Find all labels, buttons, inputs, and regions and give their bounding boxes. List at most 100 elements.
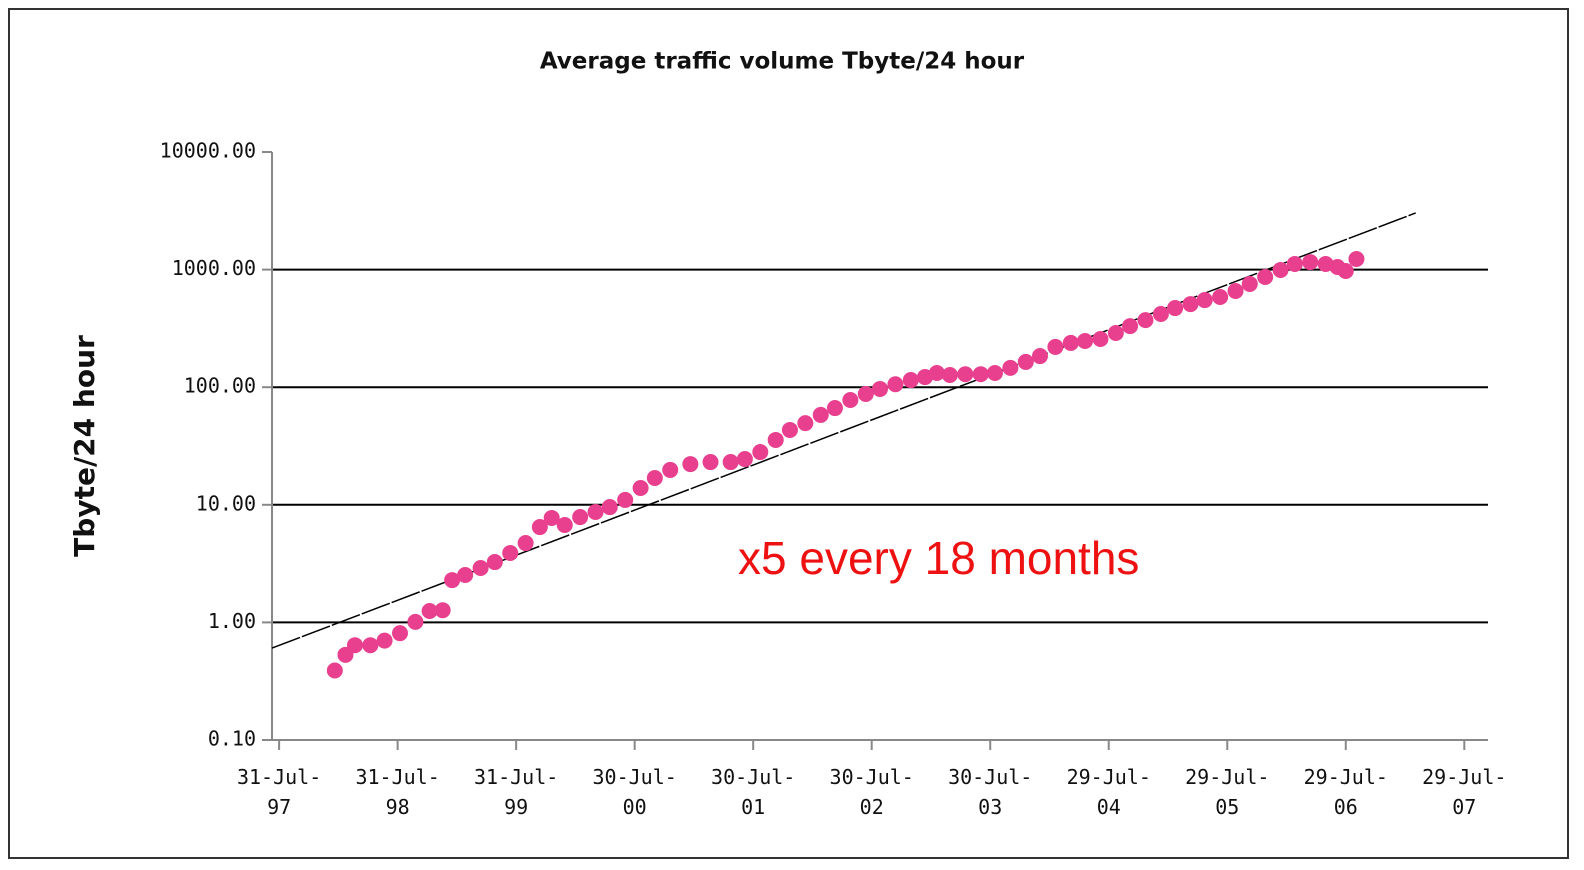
data-point xyxy=(1002,359,1019,376)
data-point xyxy=(646,470,663,487)
data-point xyxy=(986,365,1003,382)
x-tick-label: 29-Jul- 07 xyxy=(1422,765,1506,819)
x-tick-label: 30-Jul- 02 xyxy=(830,765,914,819)
data-point xyxy=(928,365,945,382)
y-tick-label: 1000.00 xyxy=(172,256,256,280)
x-tick-label-line: 29-Jul- xyxy=(1067,765,1151,789)
y-tick-label: 10.00 xyxy=(196,491,256,515)
x-tick-label: 30-Jul- 00 xyxy=(593,765,677,819)
data-point xyxy=(1241,275,1258,292)
data-point xyxy=(722,454,739,471)
data-point xyxy=(543,509,560,526)
data-point xyxy=(1227,282,1244,299)
data-point xyxy=(736,451,753,468)
x-tick-label-line: 31-Jul- xyxy=(237,765,321,789)
data-point xyxy=(1196,292,1213,309)
y-tick-label: 100.00 xyxy=(184,374,256,398)
data-point xyxy=(812,406,829,423)
x-tick-label-line: 07 xyxy=(1452,795,1476,819)
data-point xyxy=(1212,288,1229,305)
x-tick-label-line: 29-Jul- xyxy=(1185,765,1269,789)
x-tick-label-line: 05 xyxy=(1215,795,1239,819)
x-tick-label: 31-Jul- 97 xyxy=(237,765,321,819)
y-tick-label: 1.00 xyxy=(208,609,256,633)
data-point xyxy=(1092,330,1109,347)
data-point xyxy=(392,625,408,642)
data-point xyxy=(1017,353,1034,370)
x-tick-label-line: 06 xyxy=(1334,795,1358,819)
x-tick-label-line: 31-Jul- xyxy=(474,765,558,789)
data-point xyxy=(1257,269,1274,286)
x-tick-label-line: 03 xyxy=(978,795,1002,819)
data-point xyxy=(531,519,548,536)
data-point xyxy=(1167,300,1184,317)
data-point xyxy=(957,366,974,383)
data-point xyxy=(1182,296,1199,313)
data-point xyxy=(752,444,769,461)
data-point xyxy=(1062,334,1079,351)
y-tick-label: 10000.00 xyxy=(160,139,256,163)
data-point xyxy=(702,454,719,471)
x-tick-label-line: 29-Jul- xyxy=(1422,765,1506,789)
data-point xyxy=(1032,348,1048,365)
data-point xyxy=(502,545,519,562)
x-tick-label-line: 30-Jul- xyxy=(593,765,677,789)
data-point xyxy=(682,456,699,473)
x-tick-label-line: 30-Jul- xyxy=(830,765,914,789)
x-tick-label-line: 29-Jul- xyxy=(1304,765,1388,789)
x-tick-label: 31-Jul- 99 xyxy=(474,765,558,819)
data-point xyxy=(767,431,784,448)
data-point xyxy=(972,366,989,383)
x-tick-label-line: 02 xyxy=(860,795,884,819)
x-tick-label-line: 31-Jul- xyxy=(355,765,439,789)
data-point xyxy=(444,572,461,589)
x-tick-label-line: 30-Jul- xyxy=(948,765,1032,789)
x-tick-label: 30-Jul- 01 xyxy=(711,765,795,819)
x-tick-label-line: 00 xyxy=(623,795,647,819)
data-point xyxy=(1286,255,1303,272)
data-point xyxy=(872,380,888,397)
data-point xyxy=(362,637,379,654)
chart-title: Average traffic volume Tbyte/24 hour xyxy=(540,49,1025,75)
data-point xyxy=(376,632,393,649)
data-point xyxy=(407,613,424,630)
x-tick-label-line: 01 xyxy=(741,795,765,819)
data-point xyxy=(572,509,589,526)
x-tick-label-line: 99 xyxy=(504,795,528,819)
data-point xyxy=(587,503,604,520)
data-point xyxy=(1077,333,1094,350)
data-point xyxy=(517,535,534,552)
data-point xyxy=(662,461,679,478)
data-point xyxy=(902,372,919,389)
data-point xyxy=(472,560,489,577)
data-point xyxy=(1337,262,1354,279)
x-tick-label: 31-Jul- 98 xyxy=(355,765,439,819)
data-point xyxy=(857,386,874,403)
data-point xyxy=(1348,251,1365,268)
data-point xyxy=(826,400,843,417)
data-point xyxy=(1122,318,1139,335)
data-point xyxy=(1107,324,1124,341)
data-point xyxy=(632,479,649,496)
x-tick-label-line: 98 xyxy=(386,795,410,819)
data-point xyxy=(421,603,438,620)
data-point xyxy=(617,491,634,508)
data-point xyxy=(1272,261,1289,278)
data-point xyxy=(941,366,958,383)
data-point xyxy=(781,421,798,438)
data-point xyxy=(434,602,451,619)
x-tick-label: 29-Jul- 06 xyxy=(1304,765,1388,819)
data-point xyxy=(1302,254,1319,271)
x-tick-label-line: 30-Jul- xyxy=(711,765,795,789)
data-point xyxy=(887,376,904,393)
data-point xyxy=(1047,338,1064,355)
data-point xyxy=(326,662,343,679)
x-tick-label: 30-Jul- 03 xyxy=(948,765,1032,819)
x-tick-label-line: 04 xyxy=(1097,795,1121,819)
data-point xyxy=(1137,312,1154,329)
data-point xyxy=(797,415,814,432)
x-tick-label-line: 97 xyxy=(267,795,291,819)
data-point xyxy=(486,554,503,571)
data-point xyxy=(346,637,363,654)
